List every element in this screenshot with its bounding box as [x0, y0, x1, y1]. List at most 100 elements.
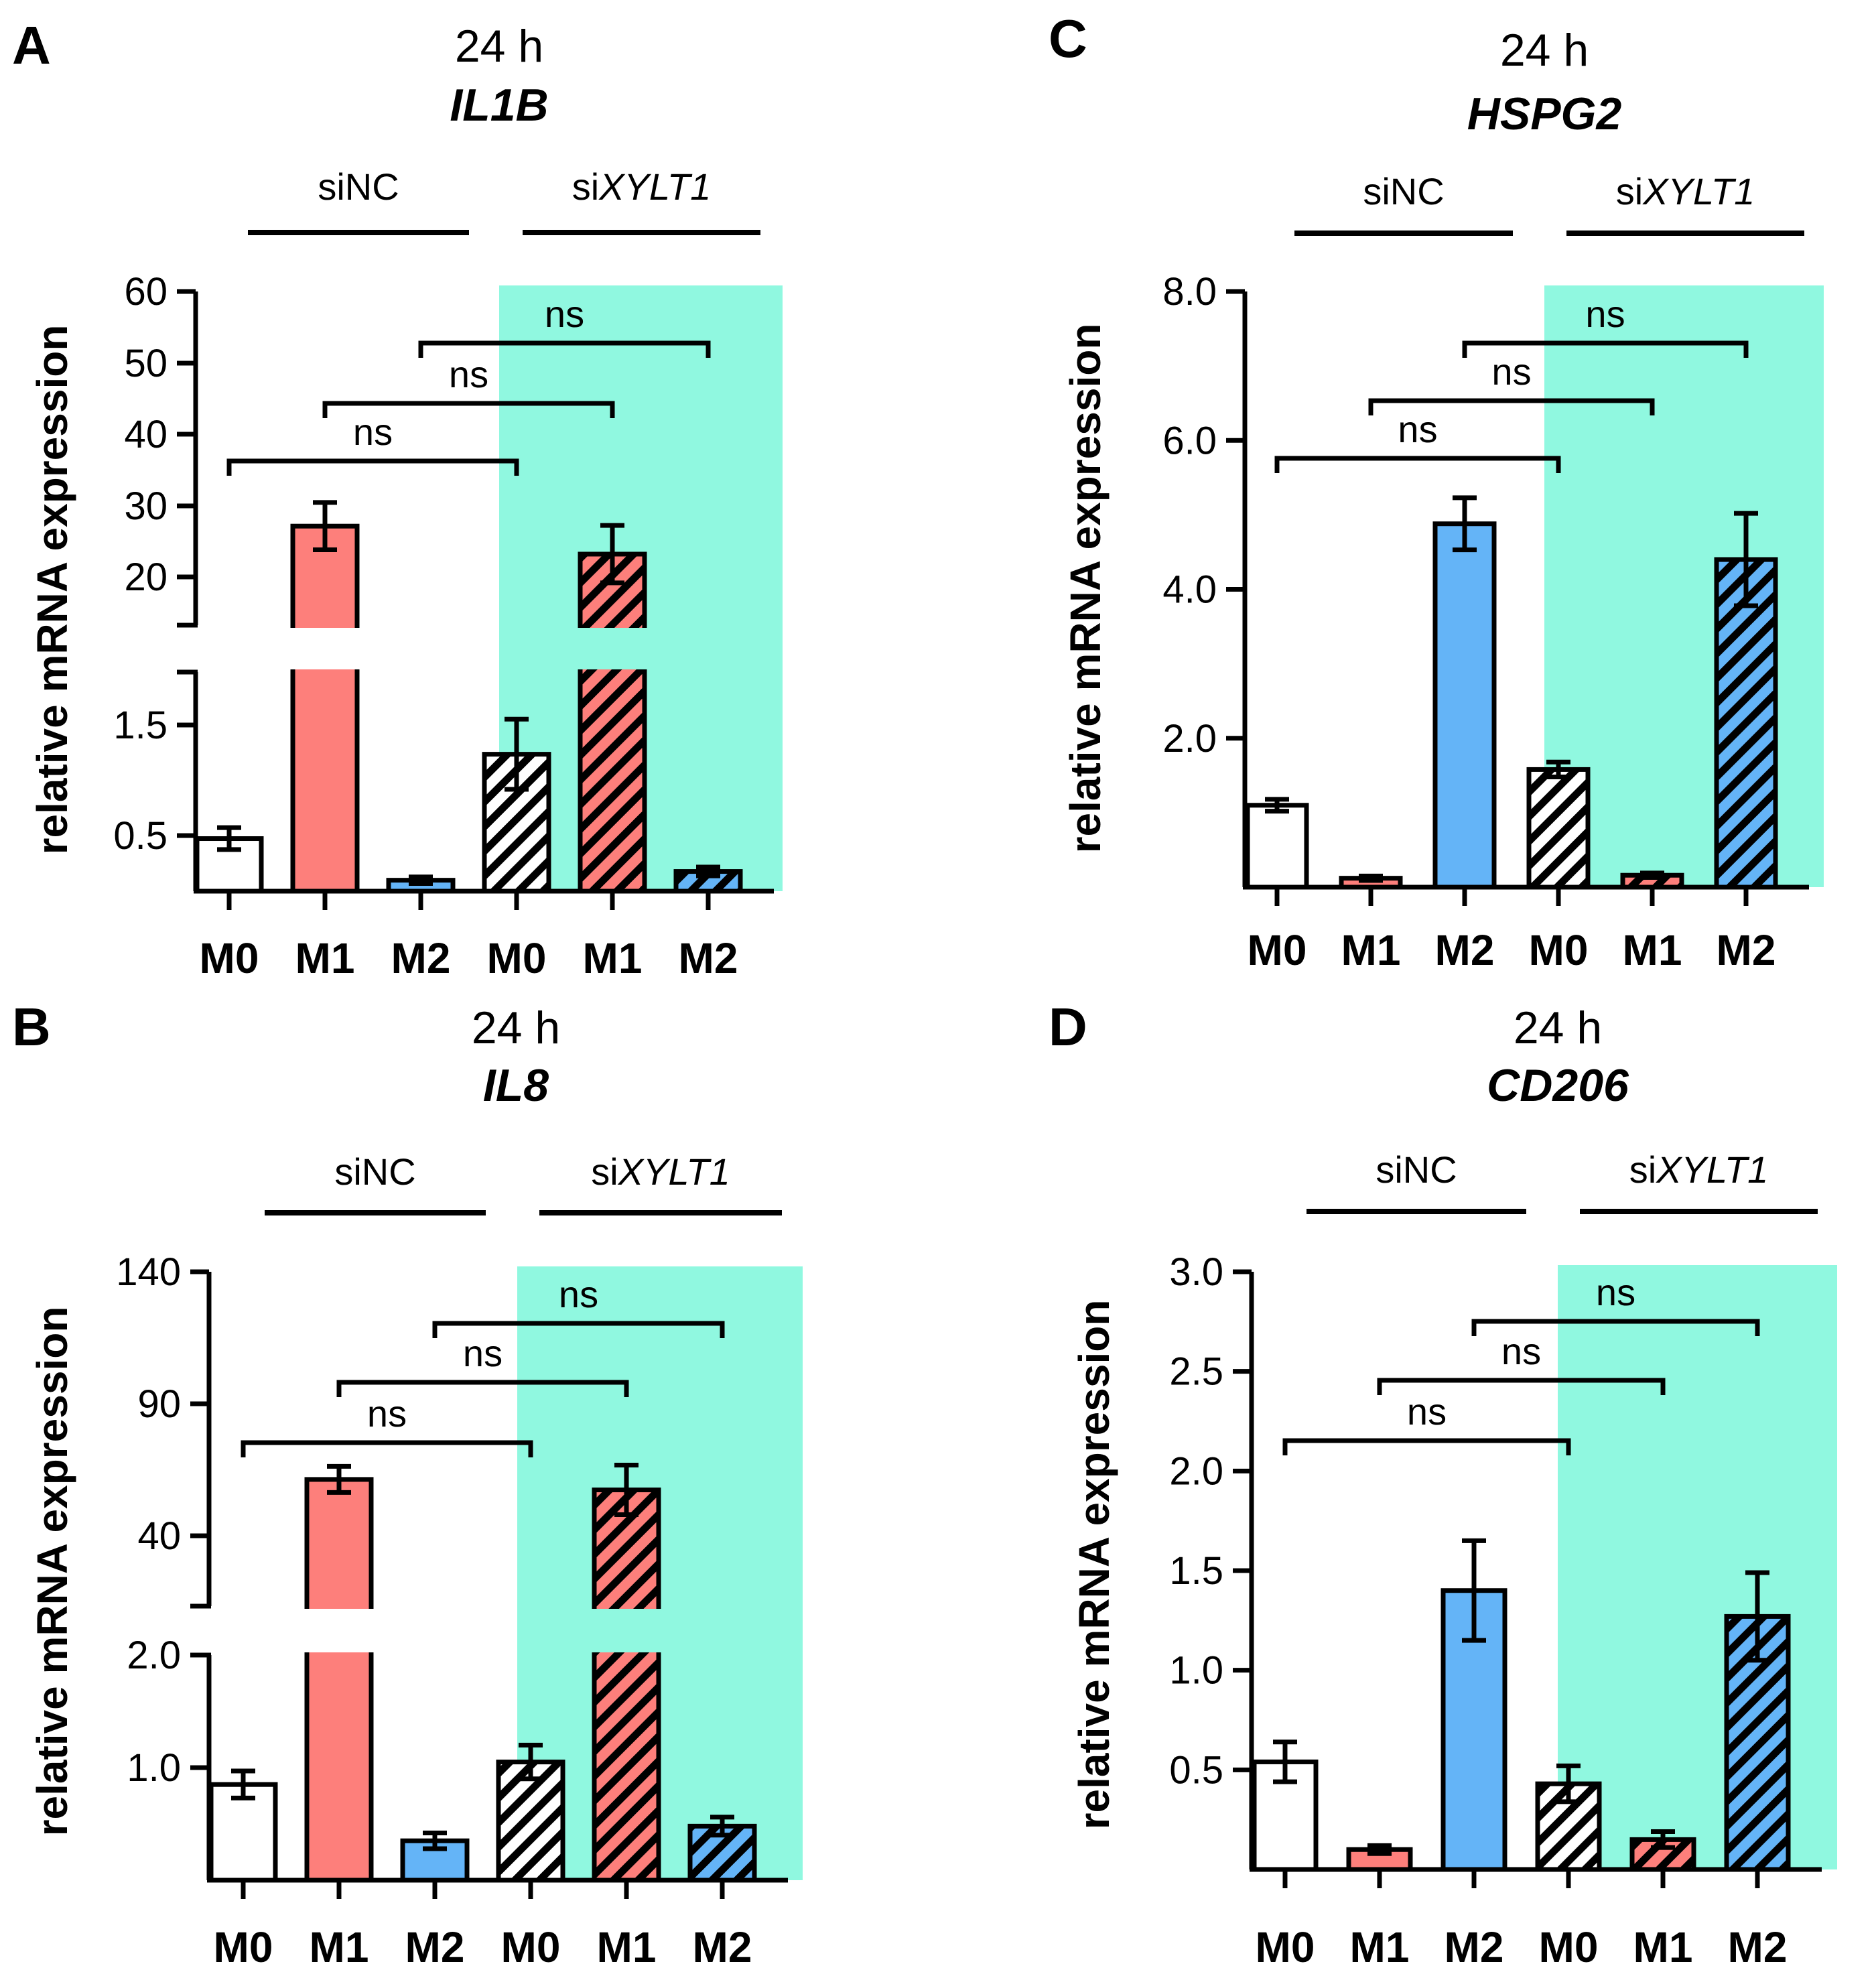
gene-title: IL1B	[450, 80, 548, 131]
significance-label: ns	[367, 1392, 407, 1435]
y-axis: 0.5 1.0 1.5 2.0 2.5 3.0	[1169, 1250, 1254, 1869]
x-tick-label: M1	[1633, 1923, 1693, 1971]
group-label-sinc: siNC	[1376, 1148, 1457, 1191]
significance-bracket	[1462, 340, 1749, 358]
significance-label: ns	[1491, 350, 1531, 393]
x-tick-label: M2	[1445, 1923, 1504, 1971]
y-tick-label: 2.0	[1169, 1449, 1223, 1493]
bar-m1-sinc	[304, 1477, 374, 1883]
y-tick-label: 140	[116, 1250, 181, 1294]
panel-c-hspg2-chart: C 24 h HSPG2 siNC siXYLT1 relative mRNA expre…	[1049, 9, 1824, 974]
x-tick-label: M0	[501, 1923, 561, 1971]
y-tick-label: 40	[124, 413, 168, 456]
x-tick-label: M2	[1728, 1923, 1788, 1971]
bar-m1-sixylt1	[578, 551, 647, 894]
axis-break-gap-shaded	[517, 1609, 803, 1652]
axis-break-gap-shaded	[499, 628, 783, 669]
gene-title: IL8	[483, 1060, 549, 1111]
comparisons: ns ns ns	[226, 293, 711, 476]
y-tick-label: 30	[124, 484, 168, 528]
time-label: 24 h	[1500, 25, 1589, 76]
significance-bracket	[1377, 1378, 1666, 1395]
y-axis-label: relative mRNA expression	[28, 325, 76, 855]
y-tick-label: 90	[137, 1382, 181, 1426]
y-axis-label: relative mRNA expression	[1061, 324, 1110, 854]
y-tick-label: 60	[124, 270, 168, 314]
y-tick-label: 8.0	[1162, 270, 1217, 314]
significance-label: ns	[1585, 293, 1625, 335]
y-tick-label: 50	[124, 342, 168, 385]
x-tick-label: M1	[583, 934, 643, 982]
x-tick-label: M1	[1341, 926, 1401, 974]
bar-m1-sinc	[290, 523, 360, 894]
significance-bracket	[1282, 1438, 1571, 1455]
x-tick-label: M1	[597, 1923, 657, 1971]
bar-m0-sinc	[1245, 803, 1309, 890]
gene-title: HSPG2	[1467, 88, 1622, 139]
significance-label: ns	[559, 1273, 598, 1315]
group-label-sixylt1: siXYLT1	[1629, 1148, 1769, 1191]
x-tick-label: M1	[310, 1923, 369, 1971]
y-tick-label: 3.0	[1169, 1250, 1223, 1294]
y-tick-label: 2.0	[127, 1634, 181, 1677]
bars	[194, 500, 743, 894]
group-label-sinc: siNC	[334, 1150, 415, 1193]
y-axis: 0.5 1.5 20 30 40 50 60	[113, 270, 198, 891]
group-label-sixylt1: siXYLT1	[591, 1150, 730, 1193]
significance-label: ns	[463, 1332, 503, 1374]
bar-m2-sinc	[1432, 521, 1497, 890]
significance-label: ns	[545, 293, 584, 335]
significance-label: ns	[449, 353, 488, 395]
time-label: 24 h	[455, 21, 543, 72]
panel-b-il8-chart: B 24 h IL8 siNC siXYLT1 relative mRNA express…	[12, 997, 803, 1971]
y-tick-label: 1.5	[113, 704, 168, 747]
bar-m2-sixylt1	[1714, 557, 1778, 890]
y-tick-label: 6.0	[1162, 419, 1217, 462]
axis-break-gap	[216, 1609, 517, 1652]
significance-bracket	[241, 1440, 533, 1457]
bars	[1252, 1538, 1791, 1872]
x-tick-label: M1	[1623, 926, 1682, 974]
significance-label: ns	[353, 411, 393, 453]
significance-bracket	[322, 401, 615, 418]
x-tick-label: M2	[391, 934, 451, 982]
time-label: 24 h	[472, 1002, 560, 1053]
y-axis: 2.0 4.0 6.0 8.0	[1162, 270, 1248, 887]
x-tick-label: M1	[1350, 1923, 1410, 1971]
x-tick-label: M0	[487, 934, 547, 982]
bars	[1245, 495, 1778, 890]
significance-label: ns	[1501, 1330, 1541, 1372]
gene-title: CD206	[1487, 1060, 1629, 1111]
y-tick-label: 1.0	[127, 1746, 181, 1790]
significance-label: ns	[1407, 1390, 1447, 1433]
significance-label: ns	[1398, 408, 1437, 450]
panel-letter: A	[12, 15, 51, 75]
y-axis-label: relative mRNA expression	[28, 1307, 76, 1837]
x-tick-label: M1	[295, 934, 355, 982]
group-label-sinc: siNC	[318, 166, 399, 208]
comparisons: ns ns ns	[241, 1273, 725, 1457]
time-label: 24 h	[1514, 1002, 1602, 1053]
y-tick-label: 2.0	[1162, 717, 1217, 761]
significance-bracket	[1274, 456, 1561, 473]
axis-break-gap	[202, 628, 499, 669]
x-tick-label: M0	[1248, 926, 1307, 974]
significance-bracket	[432, 1321, 725, 1338]
x-tick-label: M2	[405, 1923, 465, 1971]
y-tick-label: 1.5	[1169, 1549, 1223, 1593]
y-tick-label: 0.5	[1169, 1748, 1223, 1792]
x-tick-label: M2	[1435, 926, 1495, 974]
panel-letter: B	[12, 997, 51, 1057]
siXYLT1-background	[1558, 1265, 1837, 1869]
panel-d-cd206-chart: D 24 h CD206 siNC siXYLT1 relative mRNA expre…	[1049, 997, 1837, 1971]
significance-bracket	[418, 340, 711, 358]
x-tick-label: M0	[1529, 926, 1589, 974]
y-tick-label: 0.5	[113, 814, 168, 858]
bar-m0-sinc	[208, 1782, 278, 1883]
x-tick-label: M2	[679, 934, 738, 982]
y-tick-label: 1.0	[1169, 1649, 1223, 1693]
panel-a-il1b-chart: A 24 h IL1B siNC siXYLT1 relative mRNA expres…	[12, 15, 783, 982]
x-tick-label: M2	[1717, 926, 1776, 974]
group-label-sixylt1: siXYLT1	[1616, 170, 1755, 212]
